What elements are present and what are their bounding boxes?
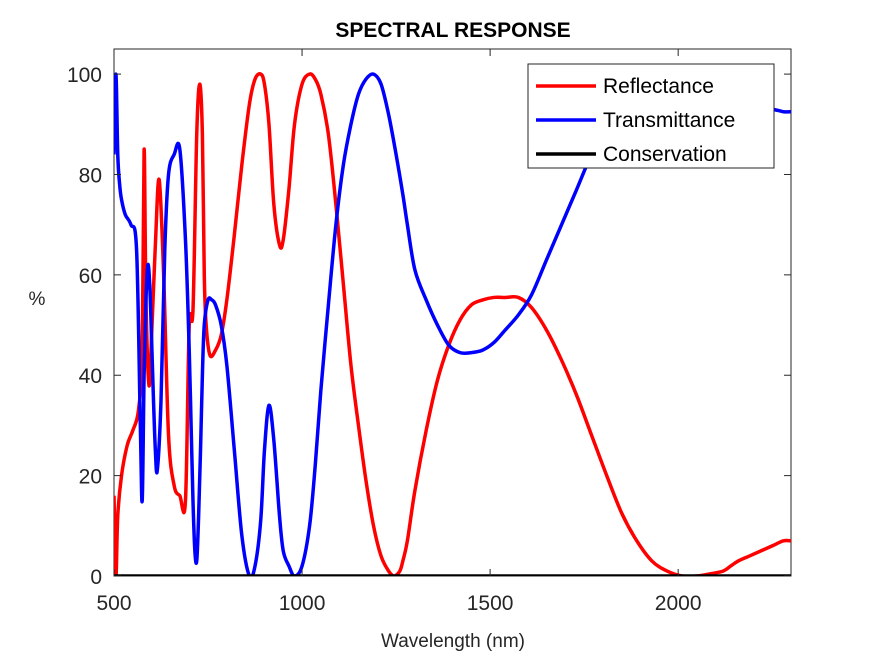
series-line-reflectance [114,72,791,576]
legend: Reflectance Transmittance Conservation [527,63,775,169]
series-line-transmittance [114,72,791,576]
legend-box [527,63,775,169]
y-tick-label: 0 [90,566,102,589]
x-tick-label: 500 [96,592,131,615]
y-tick-label: 100 [67,64,102,87]
x-axis-ticks: 500 1000 1500 2000 [96,49,702,615]
y-axis-label: % [29,289,46,310]
y-axis-ticks: 0 20 40 60 80 100 [67,64,791,589]
y-tick-label: 80 [79,164,102,187]
x-tick-label: 1500 [467,592,514,615]
chart-title: SPECTRAL RESPONSE [335,19,570,42]
x-axis-label: Wavelength (nm) [381,631,525,652]
series-group [114,72,791,576]
y-tick-label: 60 [79,265,102,288]
y-tick-label: 20 [79,466,102,489]
x-tick-label: 1000 [279,592,326,615]
y-tick-label: 40 [79,365,102,388]
legend-label-conservation: Conservation [603,143,727,166]
x-tick-label: 2000 [655,592,702,615]
legend-label-reflectance: Reflectance [603,75,714,98]
legend-label-transmittance: Transmittance [603,109,735,132]
